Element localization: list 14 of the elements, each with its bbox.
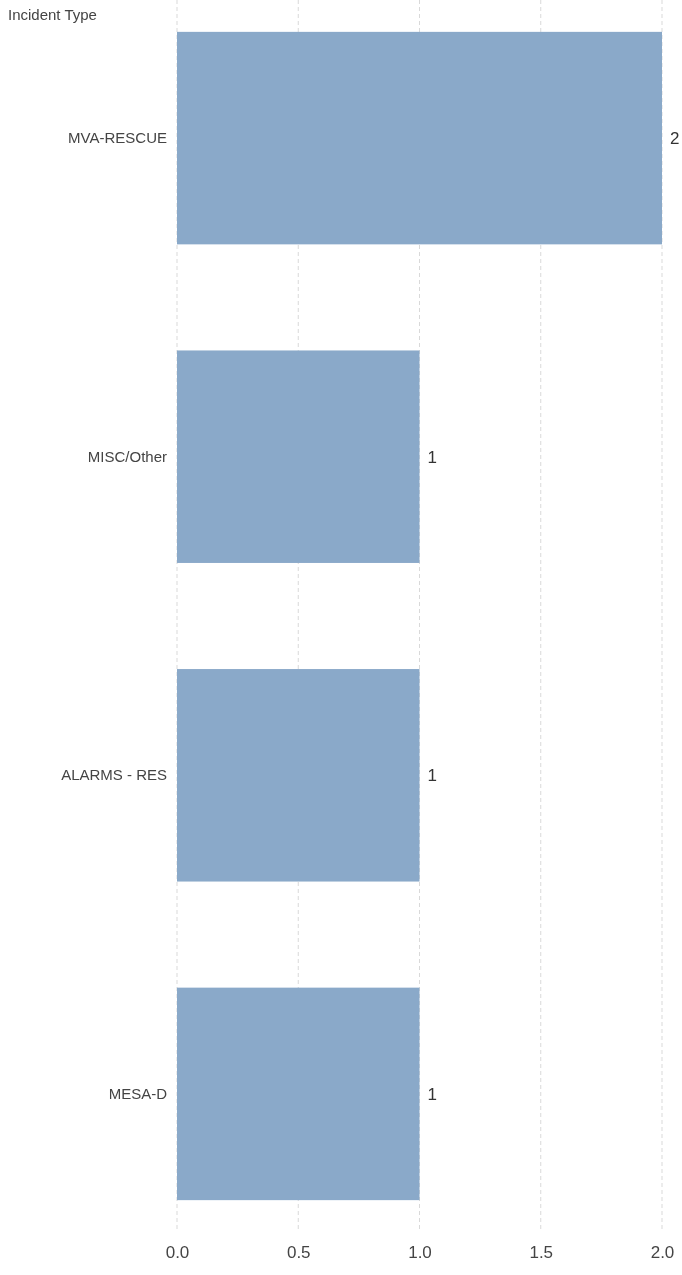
x-tick-label: 2.0 xyxy=(650,1243,675,1263)
x-tick-label: 0.5 xyxy=(286,1243,311,1263)
y-axis-title: Incident Type xyxy=(8,6,97,23)
data-label: 1 xyxy=(427,1084,437,1104)
data-label: 1 xyxy=(427,447,437,467)
data-label: 1 xyxy=(427,766,437,786)
data-label: 2 xyxy=(670,129,680,149)
x-tick-label: 1.0 xyxy=(408,1243,432,1263)
y-tick-label: MVA-RESCUE xyxy=(68,128,167,146)
x-tick-label: 1.5 xyxy=(529,1243,554,1263)
y-tick-label: ALARMS - RES xyxy=(61,766,167,784)
y-tick-label: MISC/Other xyxy=(87,447,167,465)
x-tick-label: 0.0 xyxy=(165,1243,190,1263)
y-tick-label: MESA-D xyxy=(108,1084,168,1102)
